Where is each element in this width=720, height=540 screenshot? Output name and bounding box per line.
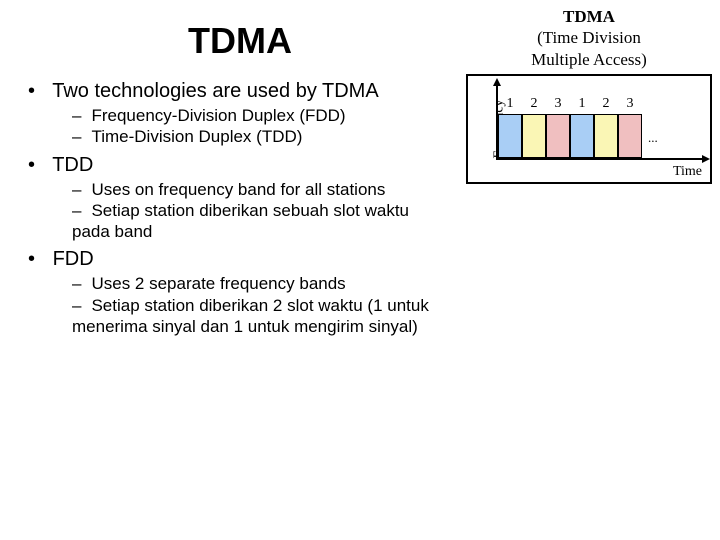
slide-title: TDMA xyxy=(0,0,480,80)
sub-text: Time-Division Duplex (TDD) xyxy=(91,127,302,146)
sub-item: Setiap station diberikan sebuah slot wak… xyxy=(72,200,440,243)
sub-item: Uses on frequency band for all stations xyxy=(72,179,440,200)
sub-text: Frequency-Division Duplex (FDD) xyxy=(91,106,345,125)
ellipsis-icon: ... xyxy=(648,130,658,146)
slot-label: 1 xyxy=(498,96,522,112)
bullet-list: Two technologies are used by TDMA Freque… xyxy=(28,80,440,337)
tdma-figure: TDMA (Time Division Multiple Access) Fre… xyxy=(466,6,712,184)
sub-text: Uses on frequency band for all stations xyxy=(91,180,385,199)
bullet-item: Two technologies are used by TDMA Freque… xyxy=(28,80,440,148)
slots-row xyxy=(498,114,642,158)
bullet-item: FDD Uses 2 separate frequency bands Seti… xyxy=(28,248,440,337)
slot-label: 2 xyxy=(522,96,546,112)
sub-list: Uses 2 separate frequency bands Setiap s… xyxy=(28,273,440,337)
sub-item: Time-Division Duplex (TDD) xyxy=(72,126,440,147)
time-slot xyxy=(546,114,570,158)
x-axis-label: Time xyxy=(673,164,702,180)
time-slot xyxy=(522,114,546,158)
chart-area: 1 2 3 1 2 3 ... xyxy=(496,84,704,160)
sub-text: Setiap station diberikan 2 slot waktu (1… xyxy=(72,296,429,336)
caption-bold: TDMA xyxy=(563,7,615,26)
bullet-text: TDD xyxy=(52,154,93,176)
sub-list: Frequency-Division Duplex (FDD) Time-Div… xyxy=(28,105,440,148)
caption-line: Multiple Access) xyxy=(466,49,712,70)
sub-text: Setiap station diberikan sebuah slot wak… xyxy=(72,201,409,241)
slot-label: 3 xyxy=(546,96,570,112)
x-axis-line xyxy=(496,158,704,160)
time-slot xyxy=(594,114,618,158)
bullet-item: TDD Uses on frequency band for all stati… xyxy=(28,154,440,243)
bullet-text: FDD xyxy=(53,248,94,270)
slot-label: 2 xyxy=(594,96,618,112)
sub-item: Uses 2 separate frequency bands xyxy=(72,273,440,294)
sub-text: Uses 2 separate frequency bands xyxy=(91,274,345,293)
sub-list: Uses on frequency band for all stations … xyxy=(28,179,440,243)
caption-line: TDMA xyxy=(466,6,712,27)
bullet-text: Two technologies are used by TDMA xyxy=(52,80,378,102)
slot-label: 3 xyxy=(618,96,642,112)
caption-line: (Time Division xyxy=(466,27,712,48)
time-slot xyxy=(498,114,522,158)
sub-item: Setiap station diberikan 2 slot waktu (1… xyxy=(72,295,440,338)
figure-box: Frequency Time 1 2 3 1 2 3 ... xyxy=(466,74,712,184)
figure-caption: TDMA (Time Division Multiple Access) xyxy=(466,6,712,70)
time-slot xyxy=(618,114,642,158)
slot-label: 1 xyxy=(570,96,594,112)
slot-labels-row: 1 2 3 1 2 3 xyxy=(498,96,642,112)
time-slot xyxy=(570,114,594,158)
sub-item: Frequency-Division Duplex (FDD) xyxy=(72,105,440,126)
